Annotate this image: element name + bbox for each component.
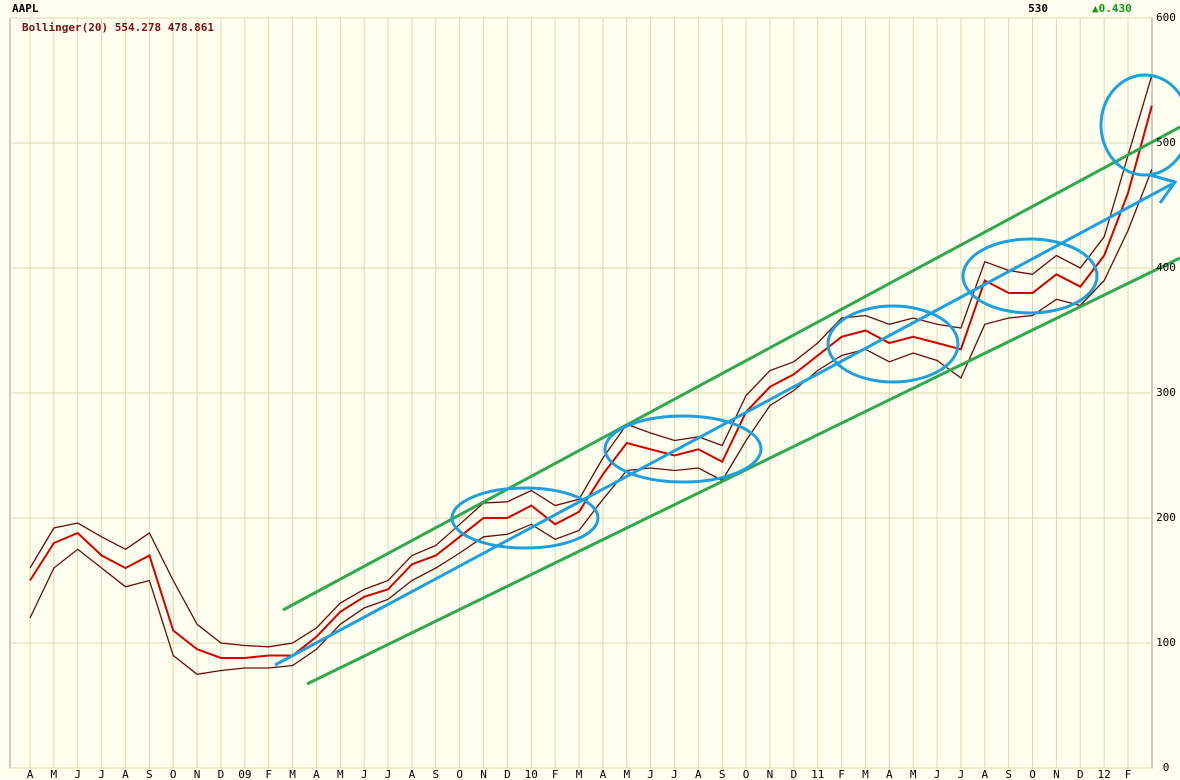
y-tick-label: 500 bbox=[1156, 136, 1176, 149]
x-tick-label: M bbox=[337, 768, 344, 780]
x-tick-label: M bbox=[576, 768, 583, 780]
x-tick-label: A bbox=[695, 768, 702, 780]
x-tick-label: O bbox=[743, 768, 750, 780]
change: ▲0.430 bbox=[1092, 2, 1132, 15]
x-tick-label: M bbox=[51, 768, 58, 780]
x-tick-label: J bbox=[98, 768, 105, 780]
x-tick-label: D bbox=[504, 768, 511, 780]
grid bbox=[10, 17, 1152, 769]
consolidation-ellipse bbox=[450, 486, 600, 550]
x-tick-label: A bbox=[600, 768, 607, 780]
x-tick-label: O bbox=[170, 768, 177, 780]
price-line bbox=[29, 105, 1153, 659]
indicator-label: Bollinger(20) 554.278 478.861 bbox=[22, 21, 214, 34]
x-tick-label: F bbox=[265, 768, 272, 780]
consolidation-ellipse bbox=[826, 304, 960, 384]
x-tick-label: A bbox=[409, 768, 416, 780]
x-tick-label: N bbox=[194, 768, 201, 780]
y-tick-label: 100 bbox=[1156, 636, 1176, 649]
x-tick-label: F bbox=[552, 768, 559, 780]
x-tick-label: A bbox=[27, 768, 34, 780]
channel-upper bbox=[282, 125, 1180, 612]
bollinger-band bbox=[29, 75, 1153, 648]
x-tick-label: D bbox=[218, 768, 225, 780]
x-tick-label: N bbox=[767, 768, 774, 780]
y-tick-label: 0 bbox=[1163, 761, 1170, 774]
x-tick-label: F bbox=[1125, 768, 1132, 780]
last-price: 530 bbox=[1028, 2, 1048, 15]
symbol: AAPL bbox=[12, 2, 39, 15]
consolidation-ellipse bbox=[603, 414, 763, 484]
x-tick-label: O bbox=[456, 768, 463, 780]
y-tick-label: 400 bbox=[1156, 261, 1176, 274]
consolidation-ellipse bbox=[961, 237, 1099, 315]
x-tick-label: M bbox=[623, 768, 630, 780]
x-tick-label: N bbox=[480, 768, 487, 780]
x-tick-label: D bbox=[791, 768, 798, 780]
x-tick-label: M bbox=[289, 768, 296, 780]
bollinger-band bbox=[29, 169, 1153, 675]
x-tick-label: N bbox=[1053, 768, 1060, 780]
y-tick-label: 600 bbox=[1156, 11, 1176, 24]
x-tick-label: J bbox=[74, 768, 81, 780]
x-tick-label: F bbox=[838, 768, 845, 780]
y-tick-label: 200 bbox=[1156, 511, 1176, 524]
x-tick-label: M bbox=[862, 768, 869, 780]
y-tick-label: 300 bbox=[1156, 386, 1176, 399]
x-tick-label: 09 bbox=[238, 768, 251, 780]
x-tick-label: 12 bbox=[1098, 768, 1111, 780]
x-tick-label: O bbox=[1029, 768, 1036, 780]
x-tick-label: D bbox=[1077, 768, 1084, 780]
annotations bbox=[274, 73, 1180, 686]
marks bbox=[29, 75, 1153, 675]
x-tick-label: J bbox=[958, 768, 965, 780]
x-tick-label: J bbox=[934, 768, 941, 780]
breakout-ellipse bbox=[1099, 73, 1180, 177]
x-tick-label: A bbox=[886, 768, 893, 780]
x-tick-label: A bbox=[313, 768, 320, 780]
x-tick-label: A bbox=[981, 768, 988, 780]
x-tick-label: J bbox=[361, 768, 368, 780]
x-tick-label: A bbox=[122, 768, 129, 780]
trend-arrow bbox=[274, 182, 1173, 667]
x-tick-label: 11 bbox=[811, 768, 824, 780]
x-tick-label: S bbox=[1005, 768, 1012, 780]
arrow-head bbox=[1149, 173, 1178, 204]
x-tick-label: J bbox=[385, 768, 392, 780]
x-tick-label: M bbox=[910, 768, 917, 780]
x-tick-label: J bbox=[671, 768, 678, 780]
x-tick-label: 10 bbox=[525, 768, 538, 780]
x-tick-label: S bbox=[146, 768, 153, 780]
x-tick-label: J bbox=[647, 768, 654, 780]
x-tick-label: S bbox=[719, 768, 726, 780]
x-tick-label: S bbox=[432, 768, 439, 780]
